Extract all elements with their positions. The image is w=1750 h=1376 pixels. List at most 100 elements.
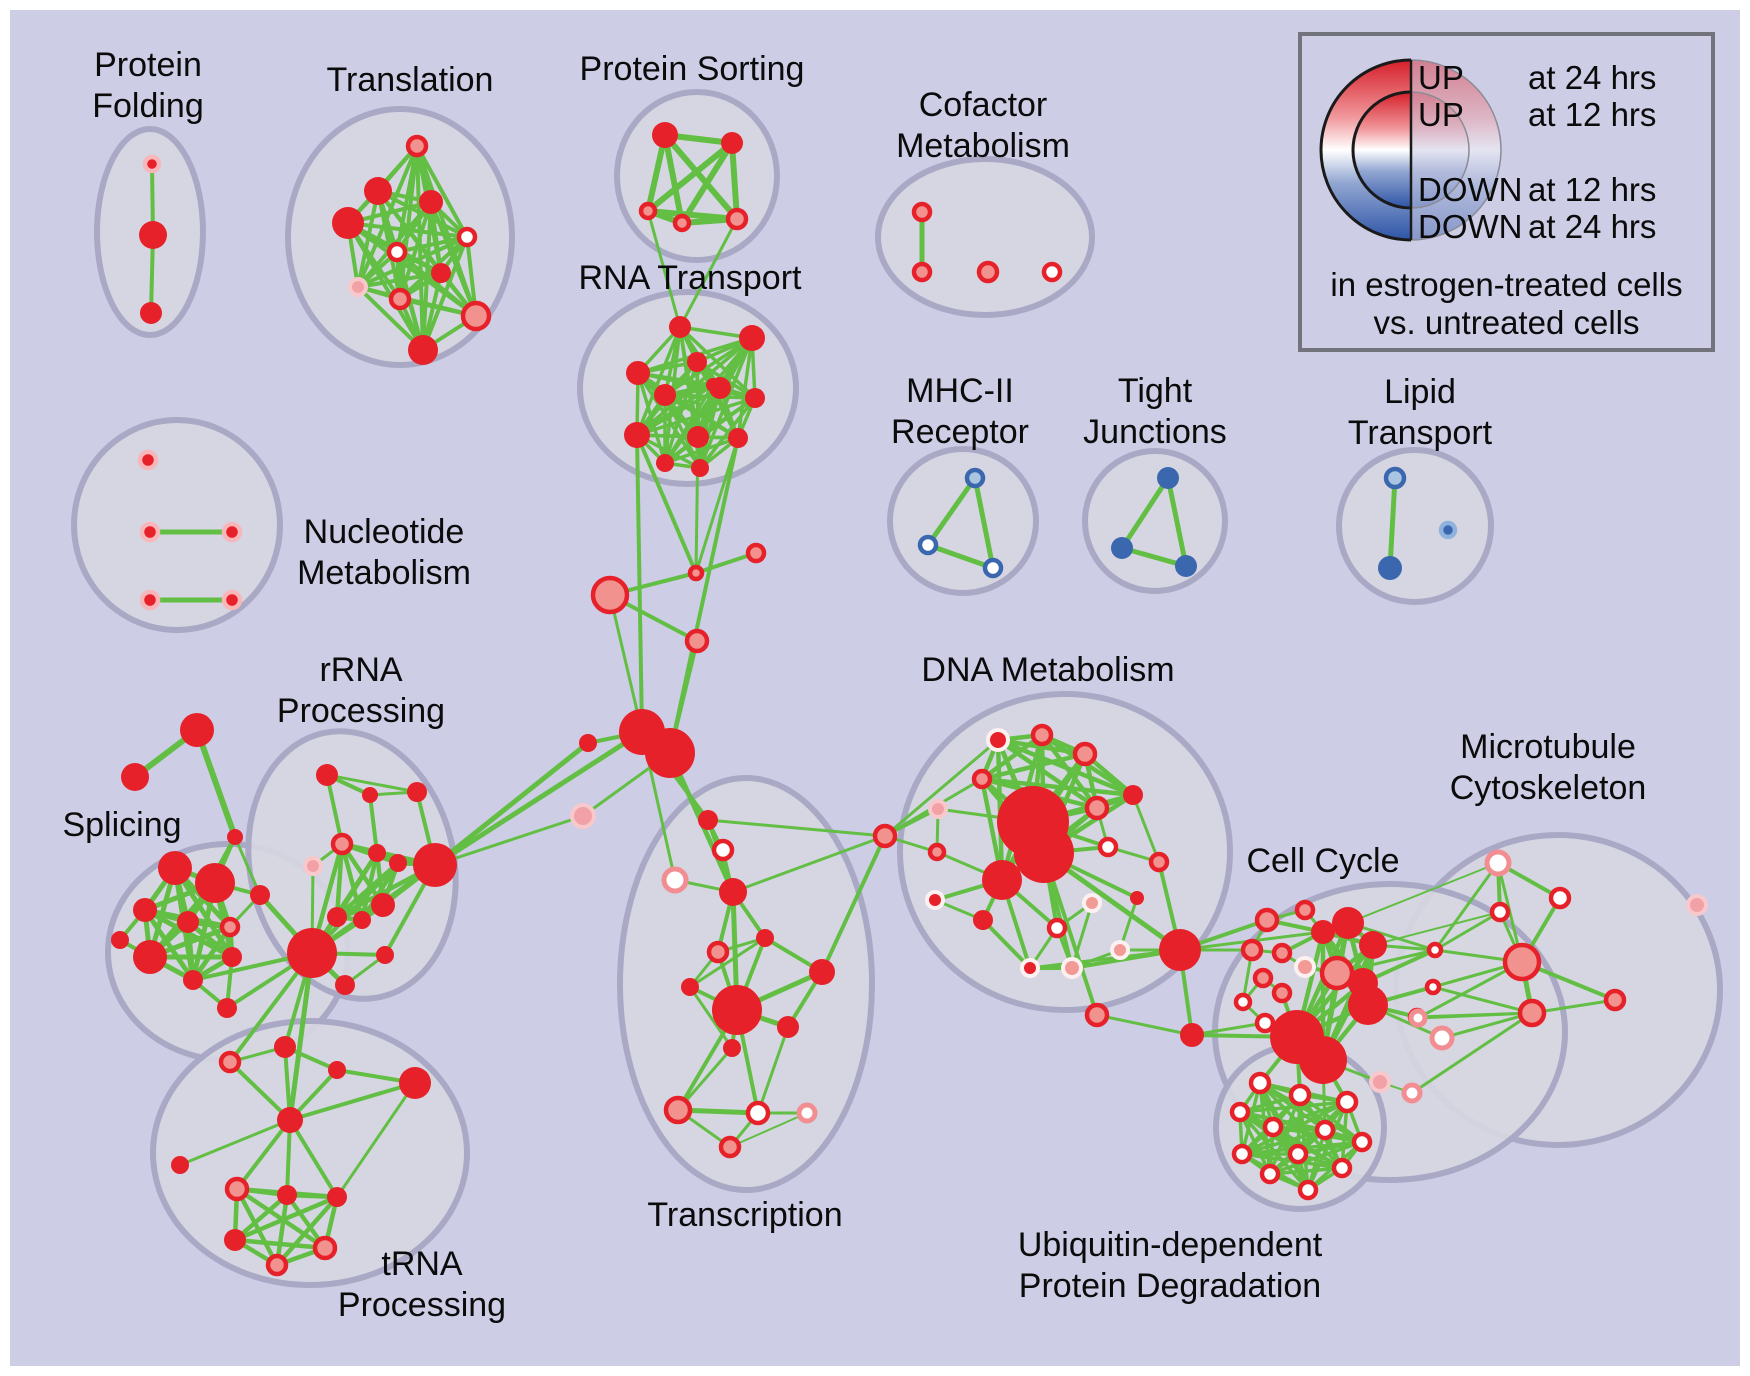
gene-node xyxy=(654,384,676,406)
gene-node xyxy=(1254,1012,1276,1034)
edge xyxy=(346,221,425,352)
edge xyxy=(635,325,682,437)
gene-node xyxy=(1424,978,1442,996)
edge xyxy=(234,1186,280,1268)
edge xyxy=(287,950,315,1123)
gene-node xyxy=(982,557,1004,579)
gene-node xyxy=(661,866,689,894)
gene-node xyxy=(1240,938,1264,962)
edge xyxy=(635,396,757,437)
gene-node xyxy=(1311,920,1335,944)
gene-node xyxy=(928,799,948,819)
edge xyxy=(981,918,1032,970)
gene-node xyxy=(684,628,710,654)
edge xyxy=(1347,862,1499,924)
edge xyxy=(1410,1011,1534,1095)
gene-node xyxy=(1351,1131,1373,1153)
cluster-label-rna-transport: RNA Transport xyxy=(579,259,803,297)
gene-node xyxy=(139,221,167,249)
gene-node xyxy=(1426,941,1444,959)
gene-node xyxy=(1229,1101,1251,1123)
gene-node xyxy=(1259,1163,1281,1185)
edge xyxy=(729,1112,808,1148)
edge xyxy=(395,235,469,254)
gene-node xyxy=(728,428,748,448)
node-layer xyxy=(111,122,1708,1277)
gene-node xyxy=(1271,982,1293,1004)
legend-row-up-24: UP at 24 hrs xyxy=(1418,61,1656,95)
edge xyxy=(663,360,699,465)
edge xyxy=(172,865,235,960)
gene-node xyxy=(1014,823,1074,883)
edge xyxy=(190,924,233,983)
gene-node xyxy=(872,823,898,849)
edge xyxy=(698,383,715,470)
gene-node xyxy=(137,449,159,471)
gene-node xyxy=(745,542,767,564)
gene-node xyxy=(408,335,438,365)
gene-node xyxy=(158,851,192,885)
edge xyxy=(1433,861,1500,952)
gene-node xyxy=(1294,956,1316,978)
gene-node xyxy=(1335,1090,1359,1114)
gene-node xyxy=(971,768,993,790)
gene-node xyxy=(1159,929,1201,971)
edge xyxy=(645,140,735,214)
cluster-label-ubiquitin-dependent-protein-degradation: Ubiquitin-dependent Protein Degradation xyxy=(1018,1226,1323,1305)
gene-node xyxy=(386,241,408,263)
gene-node xyxy=(718,1135,742,1159)
gene-node xyxy=(911,261,933,283)
edge xyxy=(729,140,740,222)
gene-node xyxy=(739,325,765,351)
gene-node xyxy=(911,201,933,223)
edge xyxy=(662,132,740,222)
edge xyxy=(662,132,685,226)
gene-node xyxy=(1408,1008,1428,1028)
gene-node xyxy=(287,928,337,978)
cluster-label-mhc-ii-receptor: MHC-II Receptor xyxy=(891,372,1029,451)
edge xyxy=(1433,910,1502,952)
gene-node xyxy=(111,931,129,949)
edge xyxy=(1387,475,1398,571)
edge xyxy=(688,936,767,989)
gene-node xyxy=(1252,967,1274,989)
cluster-label-splicing: Splicing xyxy=(62,806,181,844)
gene-node xyxy=(1603,988,1627,1012)
gene-node xyxy=(335,975,355,995)
gene-node xyxy=(976,260,1000,284)
cluster-label-protein-folding: Protein Folding xyxy=(92,46,204,125)
gene-node xyxy=(1378,556,1402,580)
edge xyxy=(288,1118,339,1199)
cluster-label-cell-cycle: Cell Cycle xyxy=(1246,842,1399,880)
gene-node xyxy=(1041,261,1063,283)
legend-box: UP at 24 hrs UP at 12 hrs DOWN at 12 hrs… xyxy=(1298,32,1715,352)
gene-node xyxy=(1332,907,1364,939)
edge xyxy=(736,336,754,440)
edge xyxy=(232,1194,340,1243)
gene-node xyxy=(687,564,705,582)
cluster-label-cofactor-metabolism: Cofactor Metabolism xyxy=(896,86,1070,165)
edge xyxy=(979,732,1045,782)
gene-node xyxy=(1401,1082,1423,1104)
cluster-label-translation: Translation xyxy=(327,61,494,99)
cluster-label-transcription: Transcription xyxy=(647,1196,842,1234)
edge xyxy=(356,271,443,289)
gene-node xyxy=(177,911,199,933)
edge xyxy=(635,383,715,437)
gene-node xyxy=(973,910,993,930)
gene-node xyxy=(1383,466,1407,490)
edge xyxy=(346,221,469,239)
cluster-label-microtubule-cytoskeleton: Microtubule Cytoskeleton xyxy=(1450,728,1647,807)
edge xyxy=(334,860,401,920)
cluster-label-dna-metabolism: DNA Metabolism xyxy=(921,651,1174,689)
gene-node xyxy=(809,959,835,985)
edge xyxy=(636,371,715,387)
legend-row-down-12: DOWN at 12 hrs xyxy=(1418,173,1656,207)
gene-node xyxy=(1502,942,1542,982)
cluster-label-rrna-processing: rRNA Processing xyxy=(277,651,445,730)
gene-node xyxy=(405,134,429,158)
gene-node xyxy=(669,316,691,338)
gene-node xyxy=(1294,899,1316,921)
gene-node xyxy=(399,1067,431,1099)
gene-node xyxy=(348,277,368,297)
